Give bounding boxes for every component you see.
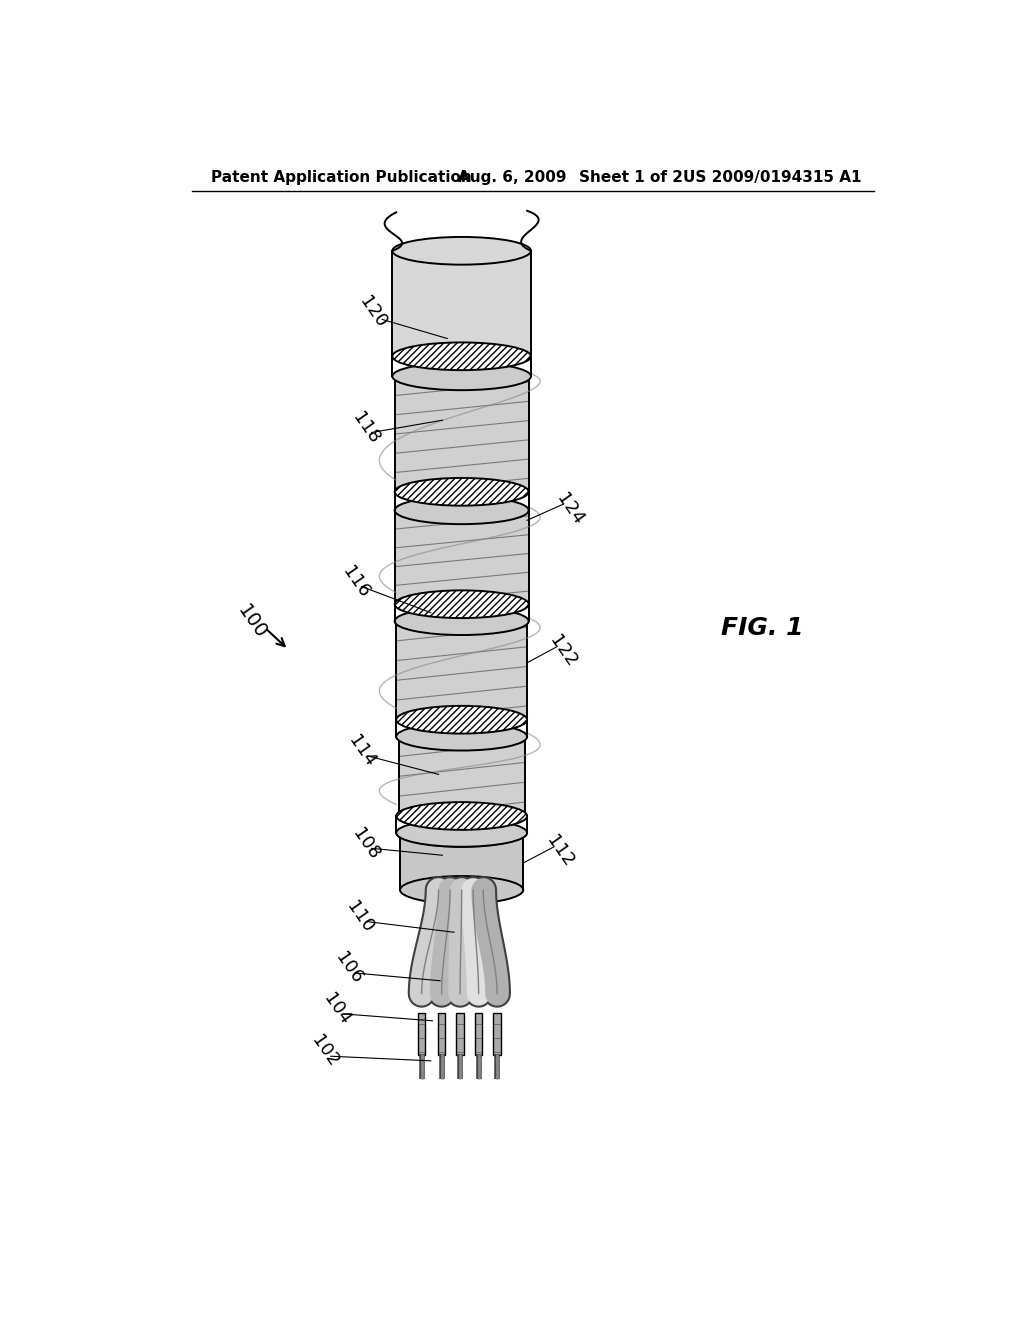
Text: 102: 102 [307, 1032, 342, 1071]
Polygon shape [398, 737, 524, 816]
Polygon shape [475, 1014, 482, 1056]
Text: Aug. 6, 2009: Aug. 6, 2009 [458, 170, 566, 185]
Ellipse shape [400, 876, 523, 904]
Ellipse shape [394, 496, 528, 524]
Text: 124: 124 [552, 490, 587, 528]
Text: US 2009/0194315 A1: US 2009/0194315 A1 [683, 170, 862, 185]
Text: Patent Application Publication: Patent Application Publication [211, 170, 472, 185]
Polygon shape [396, 719, 527, 737]
Text: Sheet 1 of 2: Sheet 1 of 2 [579, 170, 683, 185]
Polygon shape [394, 492, 528, 511]
Polygon shape [392, 368, 531, 375]
Polygon shape [396, 622, 527, 719]
Text: 116: 116 [338, 562, 373, 601]
Ellipse shape [396, 706, 527, 734]
Text: 108: 108 [348, 825, 383, 863]
Polygon shape [457, 1014, 464, 1056]
Polygon shape [494, 1014, 501, 1056]
Polygon shape [394, 376, 528, 492]
Polygon shape [400, 833, 523, 890]
Ellipse shape [394, 478, 528, 506]
Polygon shape [438, 1014, 445, 1056]
Ellipse shape [400, 818, 523, 847]
Polygon shape [392, 251, 531, 376]
Text: 112: 112 [543, 832, 578, 871]
Polygon shape [392, 356, 531, 376]
Polygon shape [396, 816, 527, 833]
Text: 110: 110 [343, 898, 377, 936]
Ellipse shape [396, 818, 527, 847]
Ellipse shape [394, 607, 528, 635]
Ellipse shape [396, 723, 527, 751]
Polygon shape [394, 511, 528, 605]
Text: 118: 118 [348, 409, 383, 447]
Text: FIG. 1: FIG. 1 [721, 616, 803, 640]
Ellipse shape [394, 590, 528, 618]
Text: 114: 114 [344, 733, 379, 771]
Polygon shape [418, 1014, 425, 1056]
Text: 120: 120 [356, 293, 390, 331]
Ellipse shape [392, 342, 531, 370]
Text: 122: 122 [546, 632, 581, 671]
Text: 100: 100 [233, 602, 270, 643]
Ellipse shape [392, 363, 531, 391]
Polygon shape [394, 605, 528, 622]
Text: 106: 106 [332, 949, 367, 987]
Ellipse shape [392, 238, 531, 264]
Ellipse shape [396, 803, 527, 830]
Text: 104: 104 [319, 990, 354, 1028]
